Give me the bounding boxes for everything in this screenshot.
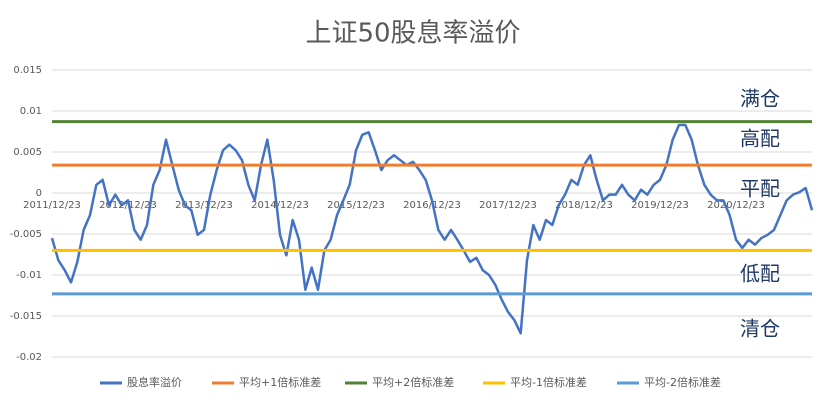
annotation: 低配: [740, 262, 780, 286]
y-tick-label: 0: [36, 188, 42, 199]
annotation: 平配: [740, 177, 780, 201]
annotation: 高配: [740, 127, 780, 151]
x-tick-label: 2011/12/23: [23, 200, 81, 211]
x-tick-label: 2020/12/23: [707, 200, 765, 211]
y-tick-label: 0.005: [13, 147, 42, 158]
x-tick-label: 2017/12/23: [479, 200, 537, 211]
y-tick-label: -0.01: [16, 270, 42, 281]
x-tick-label: 2018/12/23: [555, 200, 613, 211]
annotation: 满仓: [740, 87, 780, 111]
x-tick-label: 2013/12/23: [175, 200, 233, 211]
legend-label: 平均+1倍标准差: [239, 375, 321, 389]
annotation: 清仓: [740, 317, 780, 341]
legend-label: 平均-1倍标准差: [510, 375, 587, 389]
x-tick-label: 2014/12/23: [251, 200, 309, 211]
y-tick-label: 0.01: [20, 106, 42, 117]
y-tick-label: -0.005: [10, 229, 42, 240]
legend-label: 平均+2倍标准差: [372, 375, 454, 389]
legend-label: 平均-2倍标准差: [644, 375, 721, 389]
y-tick-label: -0.02: [16, 352, 42, 363]
chart-title: 上证50股息率溢价: [305, 19, 520, 49]
x-tick-label: 2019/12/23: [631, 200, 689, 211]
y-tick-label: 0.015: [13, 65, 42, 76]
data-line: [50, 123, 814, 335]
legend-label: 股息率溢价: [127, 375, 182, 389]
x-tick-label: 2015/12/23: [327, 200, 385, 211]
y-tick-label: -0.015: [10, 311, 42, 322]
